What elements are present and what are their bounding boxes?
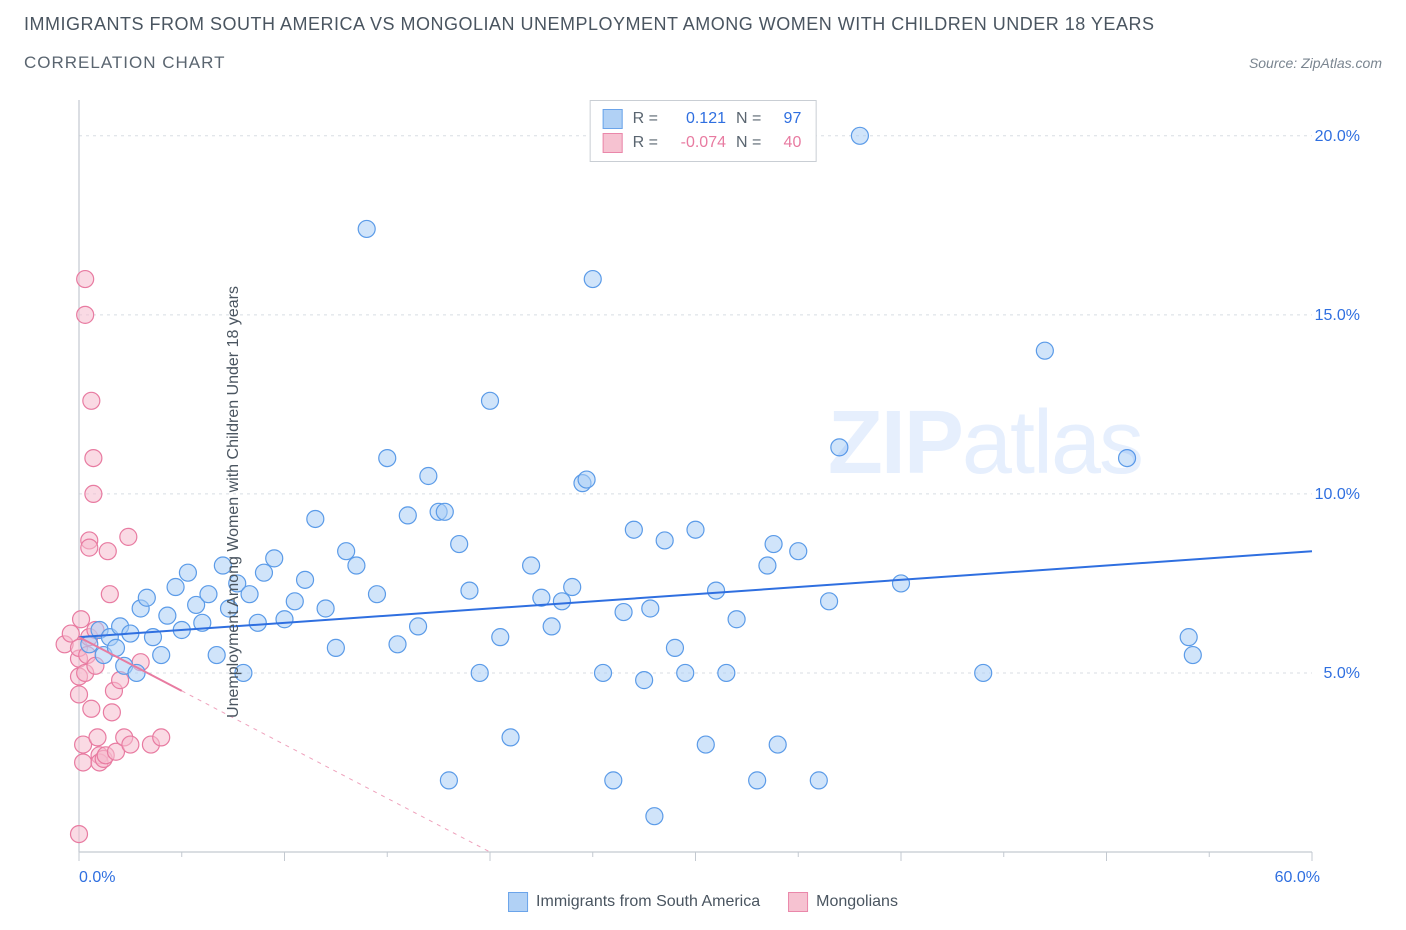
r-value-2: -0.074 <box>668 131 726 155</box>
chart-subtitle: CORRELATION CHART <box>24 53 226 73</box>
svg-text:10.0%: 10.0% <box>1315 486 1360 503</box>
svg-text:20.0%: 20.0% <box>1315 128 1360 145</box>
r-value-1: 0.121 <box>668 107 726 131</box>
svg-text:15.0%: 15.0% <box>1315 307 1360 324</box>
correlation-legend: R = 0.121 N = 97 R = -0.074 N = 40 <box>590 100 817 162</box>
series-legend: Immigrants from South America Mongolians <box>508 892 898 912</box>
legend-row-series1: R = 0.121 N = 97 <box>603 107 802 131</box>
legend-swatch-bottom-2 <box>788 892 808 912</box>
legend-row-series2: R = -0.074 N = 40 <box>603 131 802 155</box>
legend-swatch-bottom-1 <box>508 892 528 912</box>
svg-text:5.0%: 5.0% <box>1324 665 1360 682</box>
legend-swatch-1 <box>603 109 623 129</box>
source-label: Source: ZipAtlas.com <box>1249 55 1382 71</box>
svg-text:60.0%: 60.0% <box>1275 869 1320 886</box>
legend-swatch-2 <box>603 133 623 153</box>
legend-item-1: Immigrants from South America <box>508 892 760 912</box>
y-axis-label: Unemployment Among Women with Children U… <box>225 286 243 718</box>
n-value-2: 40 <box>771 131 801 155</box>
svg-text:0.0%: 0.0% <box>79 869 115 886</box>
legend-item-2: Mongolians <box>788 892 898 912</box>
n-value-1: 97 <box>771 107 801 131</box>
chart-title: IMMIGRANTS FROM SOUTH AMERICA VS MONGOLI… <box>24 14 1382 35</box>
chart-container: Unemployment Among Women with Children U… <box>24 92 1382 912</box>
